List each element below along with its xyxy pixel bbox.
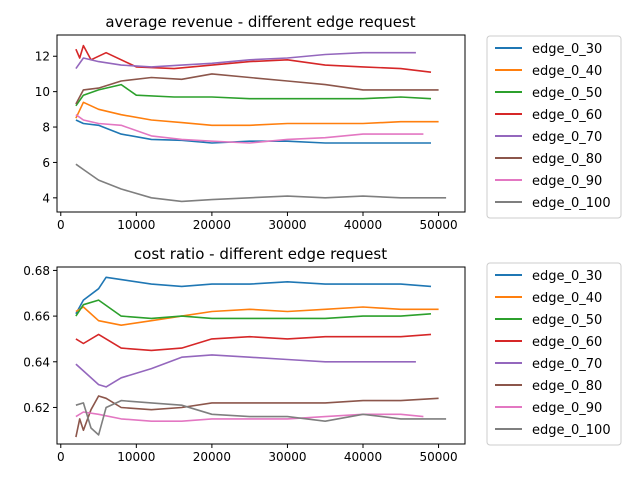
revenue-series-line-1 — [75, 119, 431, 144]
revenue-series-line-2 — [75, 101, 439, 127]
revenue-y-tick-label: 6 — [42, 156, 50, 170]
cost-ratio-chart-panel: cost ratio - different edge request 0 100… — [23, 245, 622, 464]
cost-ratio-legend-entry: edge_0_80 — [532, 379, 602, 394]
revenue-series-line-8 — [75, 163, 447, 203]
cost-ratio-series-line-5 — [75, 354, 416, 388]
revenue-legend-entry: edge_0_90 — [532, 174, 602, 189]
revenue-axis-ticks: 0 10000 20000 30000 40000 50000 4 6 8 10 12 — [35, 50, 458, 232]
cost-ratio-legend-entry: edge_0_60 — [532, 335, 602, 350]
cost-ratio-series-line-8 — [75, 399, 447, 436]
revenue-y-tick-label: 4 — [42, 191, 50, 205]
revenue-legend-entry: edge_0_50 — [532, 86, 602, 101]
cost-ratio-y-tick-label: 0.64 — [23, 355, 50, 369]
revenue-legend-entry: edge_0_70 — [532, 130, 602, 145]
revenue-series-line-7 — [75, 114, 424, 144]
cost-ratio-x-tick-label: 20000 — [193, 450, 231, 464]
revenue-y-tick-label: 8 — [42, 121, 50, 135]
cost-ratio-legend: edge_0_30 edge_0_40 edge_0_50 edge_0_60edge… — [486, 262, 622, 446]
cost-ratio-series-lines — [75, 276, 447, 438]
revenue-series-line-4 — [75, 44, 432, 73]
revenue-x-tick-label: 0 — [57, 218, 65, 232]
cost-ratio-y-tick-label: 0.68 — [23, 264, 50, 278]
revenue-legend-entry: edge_0_100 — [532, 196, 611, 211]
cost-ratio-legend-entry: edge_0_40 — [532, 291, 602, 306]
cost-ratio-x-tick-label: 10000 — [117, 450, 155, 464]
cost-ratio-x-tick-label: 40000 — [344, 450, 382, 464]
cost-ratio-y-tick-label: 0.66 — [23, 310, 50, 324]
cost-ratio-plot-frame — [56, 266, 466, 445]
revenue-x-tick-label: 20000 — [193, 218, 231, 232]
revenue-series-line-5 — [75, 51, 416, 70]
cost-ratio-series-line-6 — [75, 395, 439, 438]
revenue-plot-frame — [56, 34, 466, 213]
cost-ratio-legend-entry: edge_0_50 — [532, 313, 602, 328]
cost-ratio-chart-title: cost ratio - different edge request — [134, 245, 387, 263]
revenue-chart-title: average revenue - different edge request — [105, 13, 415, 31]
cost-ratio-legend-entry: edge_0_30 — [532, 269, 602, 284]
revenue-legend-entry: edge_0_60 — [532, 108, 602, 123]
revenue-series-lines — [75, 44, 447, 203]
revenue-legend: edge_0_30 edge_0_40 edge_0_50 edge_0_60edge… — [486, 35, 622, 219]
cost-ratio-legend-box — [486, 262, 622, 446]
revenue-y-tick-label: 12 — [35, 50, 50, 64]
cost-ratio-axis-ticks: 0 10000 20000 30000 40000 50000 0.62 0.64 0.66 0.… — [23, 264, 457, 464]
cost-ratio-series-line-3 — [75, 299, 432, 320]
revenue-legend-entry: edge_0_30 — [532, 42, 602, 57]
revenue-x-tick-label: 10000 — [117, 218, 155, 232]
revenue-y-tick-label: 10 — [35, 85, 50, 99]
revenue-series-line-6 — [75, 73, 439, 105]
cost-ratio-y-tick-label: 0.62 — [23, 401, 50, 415]
revenue-x-tick-label: 30000 — [268, 218, 306, 232]
cost-ratio-x-tick-label: 30000 — [268, 450, 306, 464]
cost-ratio-series-line-1 — [75, 276, 432, 315]
revenue-series-line-3 — [75, 83, 432, 107]
cost-ratio-x-tick-label: 50000 — [419, 450, 457, 464]
revenue-legend-entry: edge_0_80 — [532, 152, 602, 167]
revenue-legend-entry: edge_0_40 — [532, 64, 602, 79]
cost-ratio-x-tick-label: 0 — [57, 450, 65, 464]
cost-ratio-series-line-4 — [75, 333, 432, 352]
cost-ratio-series-line-2 — [75, 306, 439, 327]
revenue-legend-box — [486, 35, 622, 219]
revenue-x-tick-label: 50000 — [419, 218, 457, 232]
cost-ratio-legend-entry: edge_0_70 — [532, 357, 602, 372]
revenue-chart-panel: average revenue - different edge request… — [35, 13, 622, 232]
cost-ratio-legend-entry: edge_0_90 — [532, 401, 602, 416]
revenue-x-tick-label: 40000 — [344, 218, 382, 232]
cost-ratio-legend-entry: edge_0_100 — [532, 423, 611, 438]
